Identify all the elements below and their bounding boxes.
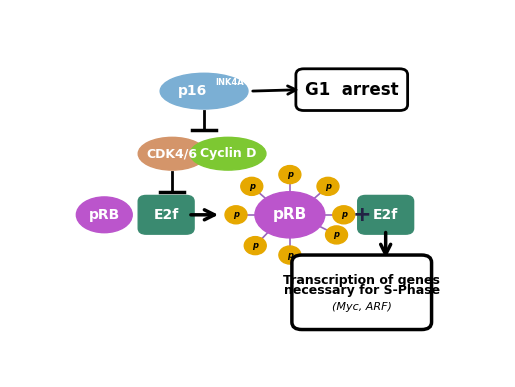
Text: CDK4/6: CDK4/6 bbox=[147, 147, 198, 160]
Text: pRB: pRB bbox=[89, 208, 120, 222]
Ellipse shape bbox=[241, 177, 263, 195]
Ellipse shape bbox=[225, 206, 247, 224]
Text: Cyclin D: Cyclin D bbox=[200, 147, 256, 160]
Text: p: p bbox=[287, 250, 293, 260]
FancyBboxPatch shape bbox=[292, 255, 432, 330]
Text: p: p bbox=[334, 230, 339, 240]
Text: p: p bbox=[325, 182, 331, 191]
Ellipse shape bbox=[160, 73, 248, 109]
Text: p: p bbox=[249, 182, 255, 191]
Text: p: p bbox=[252, 241, 258, 250]
FancyBboxPatch shape bbox=[358, 195, 414, 234]
Text: G1  arrest: G1 arrest bbox=[305, 80, 399, 99]
Ellipse shape bbox=[255, 192, 325, 238]
Ellipse shape bbox=[325, 226, 348, 244]
FancyBboxPatch shape bbox=[138, 195, 194, 234]
Text: p: p bbox=[341, 210, 347, 219]
Ellipse shape bbox=[76, 197, 132, 233]
Text: p16: p16 bbox=[178, 84, 207, 98]
Text: E2f: E2f bbox=[373, 208, 398, 222]
Text: (Myc, ARF): (Myc, ARF) bbox=[332, 302, 392, 312]
Text: p: p bbox=[233, 210, 239, 219]
Ellipse shape bbox=[279, 246, 301, 264]
Text: p: p bbox=[287, 170, 293, 179]
Ellipse shape bbox=[190, 137, 266, 170]
Text: E2f: E2f bbox=[153, 208, 179, 222]
Ellipse shape bbox=[244, 236, 266, 255]
Text: pRB: pRB bbox=[273, 207, 307, 222]
Text: Transcription of genes: Transcription of genes bbox=[283, 274, 440, 287]
Ellipse shape bbox=[138, 137, 206, 170]
Text: INK4A: INK4A bbox=[216, 78, 245, 87]
Text: +: + bbox=[352, 205, 371, 225]
Ellipse shape bbox=[333, 206, 355, 224]
Ellipse shape bbox=[317, 177, 339, 195]
FancyBboxPatch shape bbox=[296, 69, 407, 111]
Ellipse shape bbox=[279, 166, 301, 183]
Text: necessary for S-Phase: necessary for S-Phase bbox=[284, 284, 440, 297]
